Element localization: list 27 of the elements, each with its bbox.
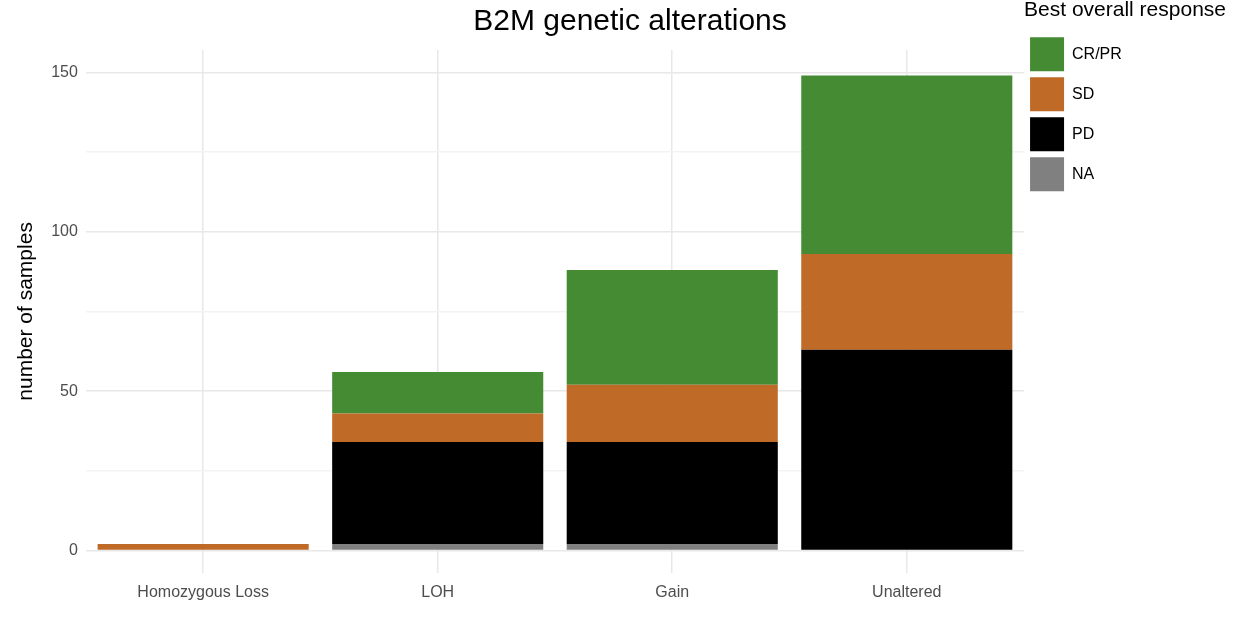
- x-tick-label: Unaltered: [872, 582, 942, 600]
- bar: [566, 269, 778, 385]
- bar: [332, 442, 544, 545]
- bar: [801, 75, 1013, 255]
- bar: [566, 442, 778, 545]
- chart-title: B2M genetic alterations: [473, 3, 787, 37]
- legend-label: CR/PR: [1072, 44, 1122, 62]
- legend-label: PD: [1072, 124, 1095, 142]
- legend-title: Best overall response: [1024, 0, 1227, 21]
- y-tick-label: 0: [68, 540, 78, 558]
- bar: [332, 544, 544, 550]
- legend-label: NA: [1072, 164, 1095, 182]
- x-tick-label: LOH: [421, 582, 455, 600]
- y-tick-label: 100: [51, 222, 78, 240]
- x-tick-label: Gain: [655, 582, 690, 600]
- bar: [566, 544, 778, 550]
- legend-label: SD: [1072, 84, 1095, 102]
- bar: [332, 371, 544, 414]
- y-axis-title: number of samples: [13, 222, 37, 401]
- x-tick-label: Homozygous Loss: [137, 582, 269, 600]
- bar: [332, 413, 544, 443]
- y-tick-label: 150: [51, 62, 78, 80]
- bar: [97, 544, 309, 550]
- bar: [801, 254, 1013, 350]
- y-tick-label: 50: [60, 381, 78, 399]
- bar: [566, 384, 778, 443]
- bar: [801, 349, 1013, 550]
